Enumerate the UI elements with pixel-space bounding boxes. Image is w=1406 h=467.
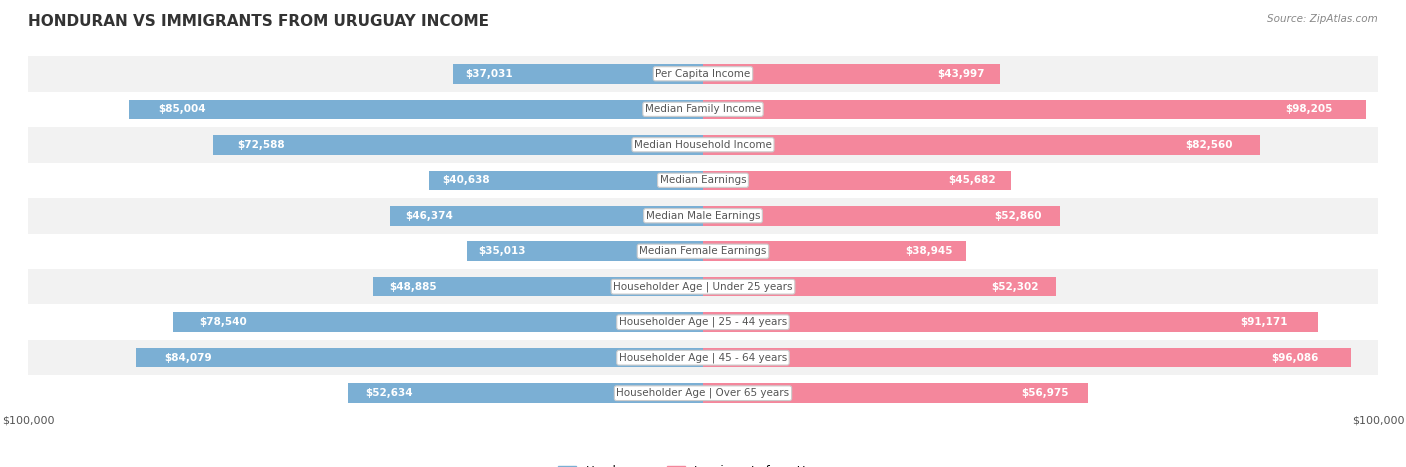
Text: $37,031: $37,031 <box>465 69 513 79</box>
Text: $78,540: $78,540 <box>200 317 247 327</box>
Text: $72,588: $72,588 <box>238 140 285 150</box>
Text: $52,860: $52,860 <box>994 211 1042 221</box>
Bar <box>129 99 703 119</box>
Bar <box>703 206 1060 226</box>
Text: Median Household Income: Median Household Income <box>634 140 772 150</box>
Bar <box>28 375 1378 411</box>
Bar <box>28 340 1378 375</box>
Text: $56,975: $56,975 <box>1021 388 1069 398</box>
Bar <box>703 135 1260 155</box>
Bar <box>703 64 1000 84</box>
Bar <box>28 304 1378 340</box>
Text: Householder Age | 25 - 44 years: Householder Age | 25 - 44 years <box>619 317 787 327</box>
Bar <box>28 92 1378 127</box>
Text: $52,302: $52,302 <box>991 282 1038 292</box>
Text: Per Capita Income: Per Capita Income <box>655 69 751 79</box>
Legend: Honduran, Immigrants from Uruguay: Honduran, Immigrants from Uruguay <box>554 460 852 467</box>
Text: $46,374: $46,374 <box>406 211 454 221</box>
Bar <box>135 348 703 368</box>
Text: HONDURAN VS IMMIGRANTS FROM URUGUAY INCOME: HONDURAN VS IMMIGRANTS FROM URUGUAY INCO… <box>28 14 489 29</box>
Text: $91,171: $91,171 <box>1240 317 1288 327</box>
Text: $45,682: $45,682 <box>948 175 995 185</box>
Bar <box>703 277 1056 297</box>
Text: Source: ZipAtlas.com: Source: ZipAtlas.com <box>1267 14 1378 24</box>
Bar <box>703 241 966 261</box>
Text: Median Female Earnings: Median Female Earnings <box>640 246 766 256</box>
Bar <box>429 170 703 190</box>
Bar <box>28 163 1378 198</box>
Text: Median Earnings: Median Earnings <box>659 175 747 185</box>
Bar <box>703 312 1319 332</box>
Bar <box>389 206 703 226</box>
Text: $43,997: $43,997 <box>938 69 986 79</box>
Text: Householder Age | 45 - 64 years: Householder Age | 45 - 64 years <box>619 353 787 363</box>
Bar <box>28 269 1378 304</box>
Bar <box>373 277 703 297</box>
Bar <box>28 127 1378 163</box>
Bar <box>703 383 1087 403</box>
Bar <box>28 56 1378 92</box>
Bar <box>467 241 703 261</box>
Text: Median Male Earnings: Median Male Earnings <box>645 211 761 221</box>
Text: $48,885: $48,885 <box>389 282 437 292</box>
Text: $52,634: $52,634 <box>366 388 413 398</box>
Bar <box>347 383 703 403</box>
Bar <box>28 198 1378 234</box>
Bar <box>214 135 703 155</box>
Bar <box>28 234 1378 269</box>
Text: Householder Age | Over 65 years: Householder Age | Over 65 years <box>616 388 790 398</box>
Bar <box>703 170 1011 190</box>
Text: $84,079: $84,079 <box>165 353 211 363</box>
Text: $82,560: $82,560 <box>1185 140 1232 150</box>
Text: $40,638: $40,638 <box>443 175 491 185</box>
Text: $38,945: $38,945 <box>905 246 953 256</box>
Text: $98,205: $98,205 <box>1285 104 1333 114</box>
Text: $35,013: $35,013 <box>478 246 526 256</box>
Bar <box>703 99 1365 119</box>
Bar <box>703 348 1351 368</box>
Bar <box>173 312 703 332</box>
Text: $85,004: $85,004 <box>157 104 205 114</box>
Text: Median Family Income: Median Family Income <box>645 104 761 114</box>
Bar <box>453 64 703 84</box>
Text: Householder Age | Under 25 years: Householder Age | Under 25 years <box>613 282 793 292</box>
Text: $96,086: $96,086 <box>1271 353 1319 363</box>
